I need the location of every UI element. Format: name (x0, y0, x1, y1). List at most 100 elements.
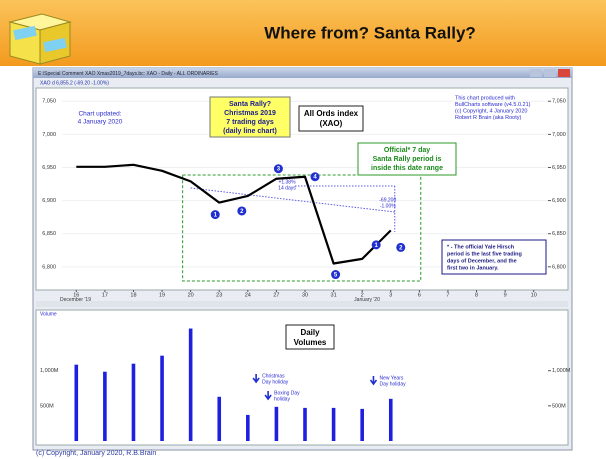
point-marker (237, 206, 247, 216)
point-marker (273, 164, 283, 174)
annotation-text: 7 trading days (226, 119, 274, 126)
x-tick-label: 10 (531, 292, 537, 298)
y-tick-label: 6,800 (552, 264, 566, 270)
y-tick-label: 500M (552, 403, 566, 409)
point-marker (396, 242, 406, 252)
y-tick-label: 7,000 (552, 132, 566, 138)
annotation-text: inside this date range (371, 165, 443, 172)
annotation-text: (c) Copyright, 4 January 2020 (455, 108, 527, 114)
y-tick-label: 500M (40, 403, 54, 409)
annotation-text: (daily line chart) (223, 128, 277, 135)
x-tick-label: 9 (504, 292, 507, 298)
volume-bar (331, 407, 336, 441)
annotation-box (209, 96, 291, 138)
annotation-text: Volumes (294, 338, 327, 347)
info-row: XAO d 6,855.2 (-69.20 -1.00%) (40, 80, 109, 86)
volume-bar (246, 414, 250, 441)
volume-bar (303, 407, 307, 441)
annotation-text: Robert R Brain (aka Rooty) (455, 115, 521, 121)
annotation-text: New Years (379, 375, 403, 381)
y-tick-label: 1,000M (40, 368, 59, 374)
annotation-text: 4 January 2020 (78, 119, 123, 126)
y-tick-label: 6,950 (552, 165, 566, 171)
volume-axis-label: Volume (40, 311, 57, 317)
logo-box (8, 13, 72, 65)
annotation-text: holiday (274, 396, 290, 402)
volume-bar (74, 364, 79, 441)
annotation-text: 14 days (278, 185, 296, 191)
volume-bar (217, 396, 222, 441)
x-tick-label: 19 (159, 292, 165, 298)
volume-bar (388, 398, 393, 441)
title-bar (33, 68, 572, 78)
annotation-text: * - The official Yale Hirsch (447, 244, 515, 250)
x-tick-label: 31 (331, 292, 337, 298)
annotation-text: This chart produced with (455, 95, 515, 101)
volume-bar (131, 363, 136, 441)
y-tick-label: 6,900 (552, 198, 566, 204)
annotation-text: Official* 7 day (384, 147, 430, 154)
annotation-text: Christmas (262, 373, 285, 379)
x-tick-label: 30 (302, 292, 308, 298)
annotation-text: Santa Rally period is (373, 156, 442, 163)
volume-bar (160, 355, 164, 441)
x-tick-label: 8 (475, 292, 478, 298)
volume-bar (274, 406, 279, 441)
slide-title: Where from? Santa Rally? (264, 23, 476, 42)
y-tick-label: 6,850 (42, 231, 56, 237)
annotation-text: Day holiday (262, 379, 289, 385)
annotation-box (357, 142, 457, 176)
x-tick-label: 16 (73, 292, 79, 298)
x-tick-label: 27 (273, 292, 279, 298)
month-label: January '20 (354, 297, 380, 303)
close-button[interactable] (558, 69, 570, 77)
window-button[interactable] (530, 69, 542, 77)
point-marker-label: 4 (313, 175, 317, 181)
point-marker (331, 270, 341, 280)
volume-bar (188, 328, 193, 441)
x-tick-label: 7 (446, 292, 449, 298)
annotation-text: -69.200 (379, 197, 396, 203)
point-marker-label: 1 (375, 243, 379, 249)
volume-bar (360, 408, 364, 441)
annotation-text: Santa Rally? (229, 101, 271, 108)
point-marker (310, 172, 320, 182)
annotation-text: -1.00% (380, 203, 396, 209)
volume-bar (103, 371, 107, 441)
annotation-text: All Ords index (304, 109, 359, 118)
point-marker-label: 5 (334, 272, 338, 278)
x-tick-label: 3 (389, 292, 392, 298)
annotation-text: BullCharts software (v4.5.0.21) (455, 102, 531, 108)
annotation-text: period is the last five trading (447, 251, 522, 257)
window-button[interactable] (544, 69, 556, 77)
annotation-text: Christmas 2019 (224, 110, 276, 117)
y-tick-label: 7,000 (42, 132, 56, 138)
point-marker (371, 240, 381, 250)
annotation-box (285, 324, 335, 350)
annotation-text: Day holiday (379, 381, 406, 387)
copyright: (c) Copyright, January 2020, R.B.Brain (36, 450, 156, 457)
price-line (76, 163, 392, 265)
holiday-arrow (369, 376, 378, 386)
x-tick-label: 20 (188, 292, 194, 298)
trend-guide (190, 187, 395, 213)
annotation-text: +1.38% (278, 179, 296, 185)
x-tick-label: 2 (361, 292, 364, 298)
holiday-arrow (264, 391, 272, 401)
window-title: E:\Special Comment XAO Xmas2019_7days.bc… (38, 71, 219, 77)
annotation-text: Boxing Day (274, 390, 300, 396)
point-marker-label: 3 (277, 167, 281, 173)
y-tick-label: 1,000M (552, 368, 571, 374)
x-tick-label: 24 (245, 292, 251, 298)
point-marker-label: 2 (399, 245, 403, 251)
y-tick-label: 6,900 (42, 198, 56, 204)
y-tick-label: 6,850 (552, 231, 566, 237)
x-tick-label: 6 (418, 292, 421, 298)
annotation-box (441, 239, 547, 275)
y-tick-label: 6,950 (42, 165, 56, 171)
point-marker-label: 1 (214, 212, 218, 218)
x-tick-label: 17 (102, 292, 108, 298)
header-band (0, 0, 606, 66)
